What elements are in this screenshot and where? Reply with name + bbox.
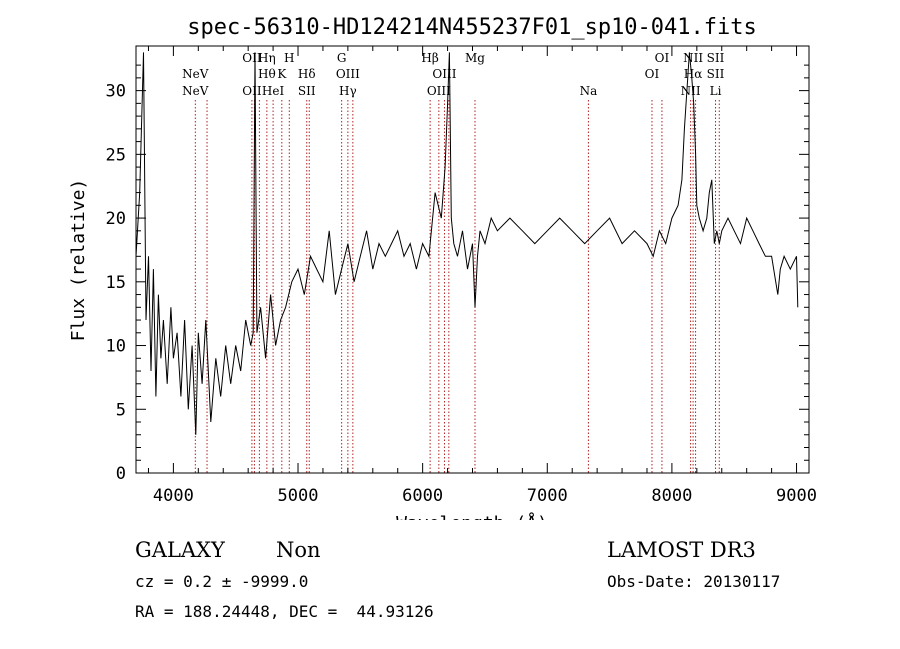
spectrum-series-line <box>135 52 799 435</box>
line-marker-label: OI <box>645 67 660 81</box>
line-marker-label: SII <box>707 67 725 81</box>
line-marker-label: SII <box>707 51 725 65</box>
line-marker-label: OIII <box>336 67 360 81</box>
y-tick-label: 15 <box>106 273 126 293</box>
line-marker-label: Li <box>710 84 722 98</box>
y-tick-label: 25 <box>106 145 126 165</box>
x-tick-label: 4000 <box>153 486 194 506</box>
line-marker-labels: NeVNeVOIIOIIHηHθHeIKHHδSIIGOIIIHγHβOIIIO… <box>182 51 724 98</box>
line-marker-label: Hδ <box>298 67 316 81</box>
line-marker-label: Hθ <box>258 67 276 81</box>
y-tick-label: 5 <box>116 400 126 420</box>
coordinates-readout: RA = 188.24448, DEC = 44.93126 <box>135 602 434 621</box>
line-marker-label: Hη <box>258 51 276 65</box>
line-marker-label: Hβ <box>421 51 438 65</box>
line-marker-label: OII <box>242 51 262 65</box>
line-marker-label: OII <box>242 84 262 98</box>
line-marker-label: OIII <box>432 67 456 81</box>
x-axis: 4000 5000 6000 7000 8000 9000 <box>147 46 817 506</box>
y-tick-label: 20 <box>106 209 126 229</box>
line-marker-label: HeI <box>262 84 285 98</box>
line-marker-label: NeV <box>182 84 209 98</box>
plot-frame <box>135 45 810 474</box>
object-class: GALAXY <box>135 538 225 562</box>
survey-name: LAMOST DR3 <box>607 538 756 562</box>
x-axis-label: Wavelength (Å) <box>396 512 548 520</box>
observation-date: Obs-Date: 20130117 <box>607 572 781 591</box>
x-tick-label: 8000 <box>651 486 692 506</box>
line-marker-label: NeV <box>182 67 209 81</box>
line-marker-label: Mg <box>465 51 485 65</box>
chart-title: spec-56310-HD124214N455237F01_sp10-041.f… <box>187 15 757 40</box>
line-marker-label: G <box>337 51 347 65</box>
line-marker-label: NII <box>681 84 701 98</box>
object-subclass: Non <box>276 538 321 562</box>
spectrum-chart: spec-56310-HD124214N455237F01_sp10-041.f… <box>68 15 817 520</box>
line-marker-label: Hγ <box>339 84 357 98</box>
line-marker-label: Na <box>580 84 598 98</box>
y-axis-label: Flux (relative) <box>68 179 89 342</box>
y-axis: 0 5 10 15 20 25 30 <box>106 64 809 484</box>
line-marker-label: OIII <box>427 84 451 98</box>
line-marker-label: OI <box>655 51 670 65</box>
line-marker-label: NII <box>683 51 703 65</box>
x-tick-label: 6000 <box>402 486 443 506</box>
line-marker-label: H <box>284 51 294 65</box>
y-tick-label: 10 <box>106 337 126 357</box>
x-tick-label: 5000 <box>278 486 319 506</box>
x-tick-label: 9000 <box>776 486 817 506</box>
y-tick-label: 30 <box>106 82 126 102</box>
line-marker-label: Hα <box>684 67 703 81</box>
line-marker-label: K <box>277 67 287 81</box>
x-tick-label: 7000 <box>527 486 568 506</box>
line-markers <box>194 100 720 473</box>
redshift-readout: cz = 0.2 ± -9999.0 <box>135 572 309 591</box>
y-tick-label: 0 <box>116 464 126 484</box>
line-marker-label: SII <box>298 84 316 98</box>
